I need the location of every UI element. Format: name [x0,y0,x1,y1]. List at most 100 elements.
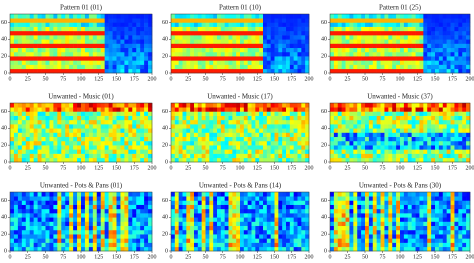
spectrogram-cell [294,243,298,248]
spectrogram-cell [26,14,30,19]
spectrogram-cell [221,217,225,222]
spectrogram-cell [209,192,213,197]
spectrogram-cell [42,31,46,36]
spectrogram-cell [148,56,152,61]
spectrogram-cell [49,31,53,36]
spectrogram-cell [232,213,236,218]
spectrogram-cell [73,217,77,222]
spectrogram-cell [416,22,420,27]
spectrogram-cell [132,247,136,252]
spectrogram-cell [229,213,233,218]
spectrogram-cell [361,238,365,243]
spectrogram-cell [213,14,217,19]
spectrogram-cell [148,243,152,248]
spectrogram-cell [89,116,93,121]
spectrogram-cell [330,154,334,159]
spectrogram-cell [349,35,353,40]
spectrogram-cell [454,56,458,61]
spectrogram-cell [65,222,69,227]
spectrogram-cell [73,137,77,142]
spectrogram-cell [458,103,462,108]
spectrogram-cell [244,69,248,74]
spectrogram-cell [396,133,400,138]
spectrogram-cell [10,103,14,108]
spectrogram-cell [97,234,101,239]
spectrogram-cell [136,103,140,108]
spectrogram-cell [412,226,416,231]
spectrogram-cell [117,103,121,108]
spectrogram-cell [431,52,435,57]
spectrogram-cell [14,154,18,159]
spectrogram-cell [236,205,240,210]
spectrogram-cell [217,124,221,129]
spectrogram-cell [373,247,377,252]
spectrogram-cell [77,14,81,19]
spectrogram-cell [294,196,298,201]
spectrogram-cell [342,107,346,112]
spectrogram-cell [330,120,334,125]
spectrogram-cell [263,14,267,19]
spectrogram-cell [57,222,61,227]
spectrogram-cell [190,149,194,154]
spectrogram-cell [454,154,458,159]
spectrogram-cell [458,18,462,23]
spectrogram-cell [22,158,26,163]
spectrogram-cell [458,141,462,146]
spectrogram-cell [338,238,342,243]
spectrogram-cell [361,22,365,27]
spectrogram-cell [183,196,187,201]
spectrogram-cell [124,133,128,138]
spectrogram-cell [361,196,365,201]
spectrogram-cell [267,243,271,248]
spectrogram-cell [267,158,271,163]
spectrogram-cell [213,27,217,32]
spectrogram-cell [38,234,42,239]
spectrogram-cell [275,234,279,239]
spectrogram-cell [466,39,470,44]
spectrogram-cell [416,196,420,201]
spectrogram-cell [451,209,455,214]
spectrogram-cell [93,222,97,227]
x-tick-label: 100 [77,76,86,82]
spectrogram-cell [183,222,187,227]
spectrogram-cell [427,56,431,61]
spectrogram-cell [217,217,221,222]
spectrogram-cell [144,137,148,142]
spectrogram-cell [412,149,416,154]
spectrogram-cell [144,158,148,163]
spectrogram-cell [183,56,187,61]
spectrogram-cell [365,217,369,222]
spectrogram-cell [466,209,470,214]
spectrogram-cell [124,107,128,112]
spectrogram-cell [22,14,26,19]
spectrogram-cell [275,145,279,150]
spectrogram-cell [81,48,85,53]
spectrogram-cell [206,35,210,40]
spectrogram-cell [77,31,81,36]
spectrogram-cell [194,39,198,44]
spectrogram-cell [46,154,50,159]
spectrogram-cell [179,247,183,252]
spectrogram-cell [248,145,252,150]
spectrogram-cell [462,213,466,218]
spectrogram-cell [451,116,455,121]
spectrogram-cell [388,192,392,197]
spectrogram-cell [361,48,365,53]
spectrogram-cell [42,18,46,23]
spectrogram-cell [198,65,202,70]
spectrogram-cell [49,56,53,61]
spectrogram-cell [198,158,202,163]
spectrogram-cell [42,14,46,19]
spectrogram-cell [388,205,392,210]
spectrogram-cell [171,226,175,231]
spectrogram-cell [81,230,85,235]
spectrogram-cell [117,35,121,40]
spectrogram-cell [117,128,121,133]
spectrogram-cell [57,128,61,133]
spectrogram-cell [22,31,26,36]
spectrogram-cell [42,247,46,252]
spectrogram-cell [248,141,252,146]
spectrogram-cell [117,111,121,116]
spectrogram-cell [427,196,431,201]
spectrogram-cell [73,111,77,116]
